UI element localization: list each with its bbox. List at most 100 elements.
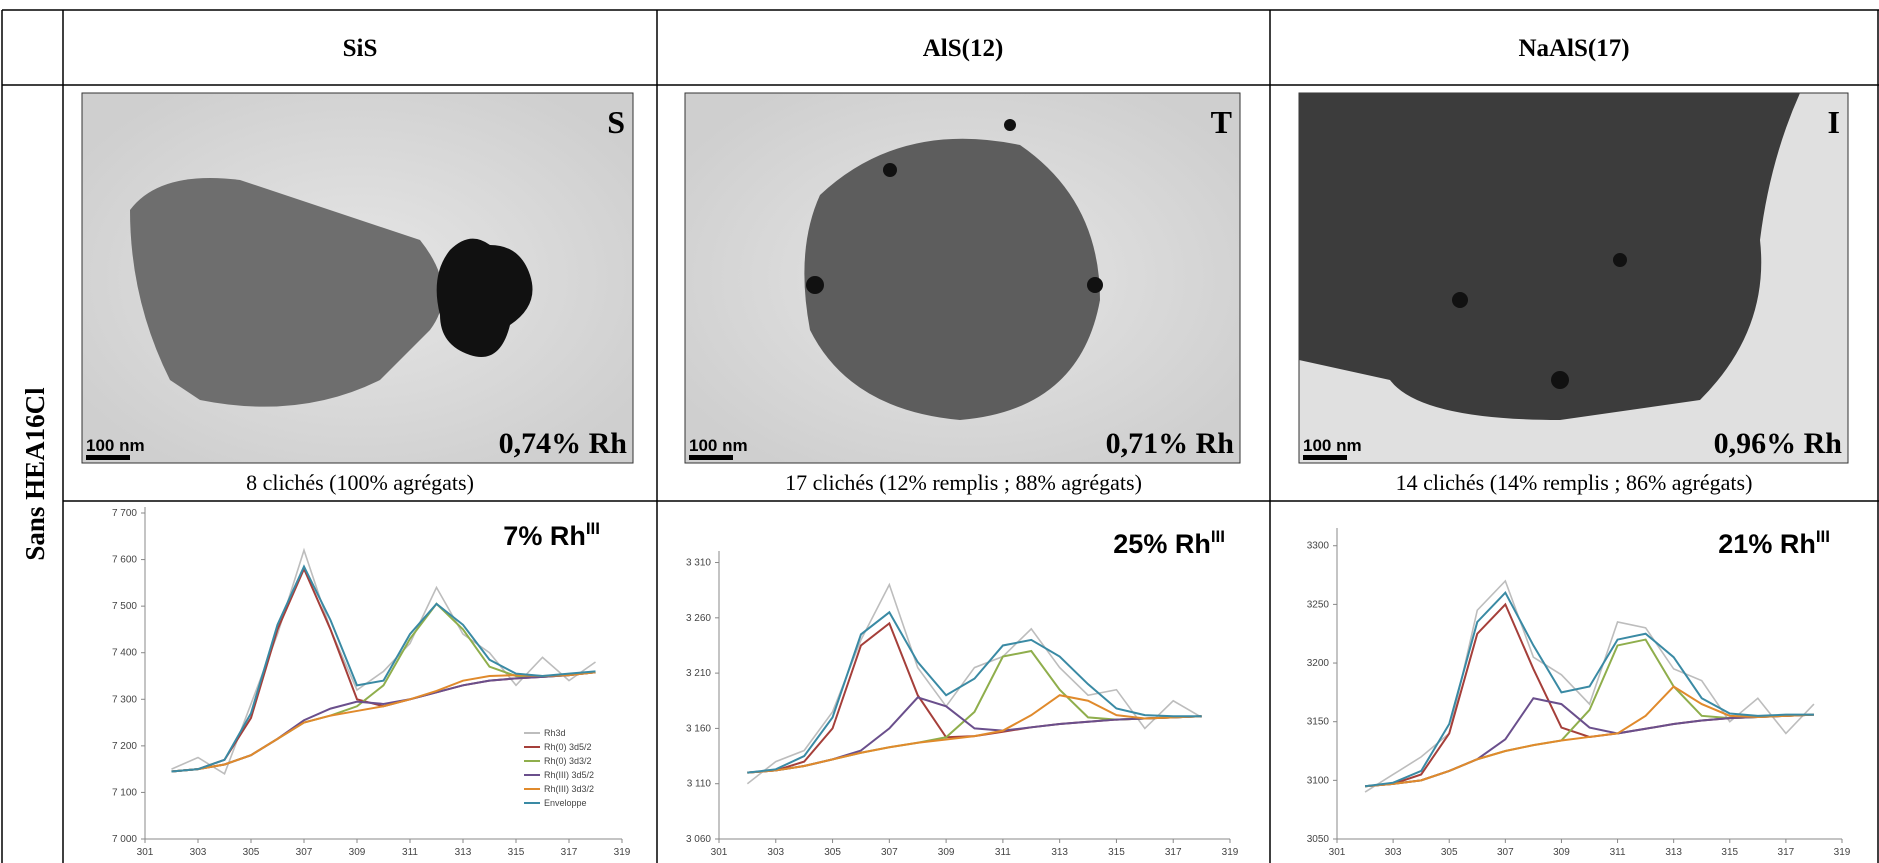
row-label: Sans HEA16Cl	[20, 387, 50, 561]
annotation-superscript: III	[586, 519, 600, 538]
x-tick-label: 305	[824, 847, 841, 858]
series-line	[746, 582, 1203, 785]
y-tick-label: 7 000	[112, 834, 137, 845]
series-line	[171, 564, 596, 773]
annotation: 21% RhIII	[1718, 527, 1830, 559]
y-tick-label: 3250	[1307, 599, 1330, 610]
legend-label: Rh(0) 3d5/2	[544, 742, 592, 752]
x-tick-label: 303	[767, 847, 784, 858]
micrograph	[1298, 92, 1849, 464]
x-tick-label: 315	[508, 847, 525, 858]
caption: 17 clichés (12% remplis ; 88% agrégats)	[785, 470, 1142, 495]
column-header: SiS	[343, 35, 378, 62]
x-tick-label: 317	[1165, 847, 1182, 858]
micrograph-labels: S 100 nm 0,74% Rh 8 clichés (100% agrégats)…	[86, 104, 1842, 495]
x-tick-label: 309	[1553, 847, 1570, 858]
series-line	[747, 610, 1202, 774]
y-tick-label: 7 300	[112, 694, 137, 705]
legend-label: Enveloppe	[544, 798, 587, 808]
x-tick-label: 319	[1834, 847, 1851, 858]
micrograph	[81, 92, 634, 464]
x-tick-label: 313	[1051, 847, 1068, 858]
scale-bar	[689, 455, 733, 460]
scale-bar-label: 100 nm	[1303, 436, 1362, 455]
scale-bar-label: 100 nm	[689, 436, 748, 455]
y-tick-label: 7 100	[112, 787, 137, 798]
x-tick-label: 305	[243, 847, 260, 858]
table-grid	[1, 9, 1879, 863]
y-tick-label: 3200	[1307, 658, 1330, 669]
x-tick-label: 313	[1665, 847, 1682, 858]
scale-bar	[86, 455, 130, 460]
rh-content: 0,74% Rh	[499, 427, 628, 460]
column-header: NaAlS(17)	[1518, 35, 1629, 62]
legend-label: Rh(III) 3d5/2	[544, 770, 594, 780]
x-tick-label: 319	[1222, 847, 1239, 858]
series-line	[1364, 685, 1814, 788]
series-line	[1364, 602, 1814, 788]
caption: 14 clichés (14% remplis ; 86% agrégats)	[1396, 470, 1753, 495]
annotation-superscript: III	[1816, 527, 1830, 546]
scale-bar	[1303, 455, 1347, 460]
legend-label: Rh(0) 3d3/2	[544, 756, 592, 766]
rh-content: 0,71% Rh	[1106, 427, 1235, 460]
y-tick-label: 3 160	[686, 723, 711, 734]
x-tick-label: 307	[881, 847, 898, 858]
caption: 8 clichés (100% agrégats)	[246, 470, 474, 495]
x-tick-label: 301	[137, 847, 154, 858]
charts: 7 000 7 100 7 200 7 300 7 400 7 500 7 600 7 700…	[112, 507, 1851, 858]
panel-letter: S	[607, 104, 625, 140]
y-tick-label: 3150	[1307, 717, 1330, 728]
y-tick-label: 7 600	[112, 555, 137, 566]
y-tick-label: 3 310	[686, 558, 711, 569]
column-header: AlS(12)	[923, 35, 1004, 62]
x-tick-label: 319	[614, 847, 631, 858]
x-tick-label: 311	[402, 847, 418, 858]
x-tick-label: 317	[561, 847, 578, 858]
annotation-text: 21% Rh	[1718, 529, 1816, 559]
x-tick-label: 301	[1329, 847, 1346, 858]
annotation: 7% RhIII	[503, 519, 600, 551]
y-tick-label: 7 200	[112, 741, 137, 752]
scale-bar-label: 100 nm	[86, 436, 145, 455]
annotation-superscript: III	[1211, 527, 1225, 546]
y-tick-label: 3 060	[686, 834, 711, 845]
y-tick-label: 3 260	[686, 613, 711, 624]
x-tick-label: 305	[1441, 847, 1458, 858]
panel-letter: T	[1211, 104, 1232, 140]
x-tick-label: 311	[995, 847, 1011, 858]
x-tick-label: 309	[938, 847, 955, 858]
y-tick-label: 7 700	[112, 508, 137, 519]
y-tick-label: 7 500	[112, 601, 137, 612]
y-tick-label: 3050	[1307, 834, 1330, 845]
series-line	[747, 694, 1202, 774]
x-tick-label: 301	[711, 847, 728, 858]
series-line	[1364, 638, 1814, 788]
annotation-text: 25% Rh	[1113, 529, 1211, 559]
series-line	[171, 671, 596, 773]
series-line	[171, 671, 596, 773]
x-tick-label: 309	[349, 847, 366, 858]
x-tick-label: 303	[190, 847, 207, 858]
x-tick-label: 303	[1385, 847, 1402, 858]
y-tick-label: 3 110	[687, 779, 712, 790]
annotation-text: 7% Rh	[503, 521, 586, 551]
y-tick-label: 7 400	[112, 648, 137, 659]
rh-content: 0,96% Rh	[1714, 427, 1843, 460]
series-line	[747, 621, 1202, 774]
x-tick-label: 307	[1497, 847, 1514, 858]
x-tick-label: 317	[1778, 847, 1795, 858]
legend-label: Rh(III) 3d3/2	[544, 784, 594, 794]
x-tick-label: 311	[1610, 847, 1626, 858]
y-tick-label: 3 210	[686, 668, 711, 679]
x-tick-label: 315	[1108, 847, 1125, 858]
x-tick-label: 315	[1721, 847, 1738, 858]
x-tick-label: 313	[455, 847, 472, 858]
y-tick-label: 3100	[1307, 775, 1330, 786]
micrograph	[684, 92, 1241, 464]
series-line	[1364, 590, 1814, 788]
x-tick-label: 307	[296, 847, 313, 858]
y-tick-label: 3300	[1307, 541, 1330, 552]
annotation: 25% RhIII	[1113, 527, 1225, 559]
